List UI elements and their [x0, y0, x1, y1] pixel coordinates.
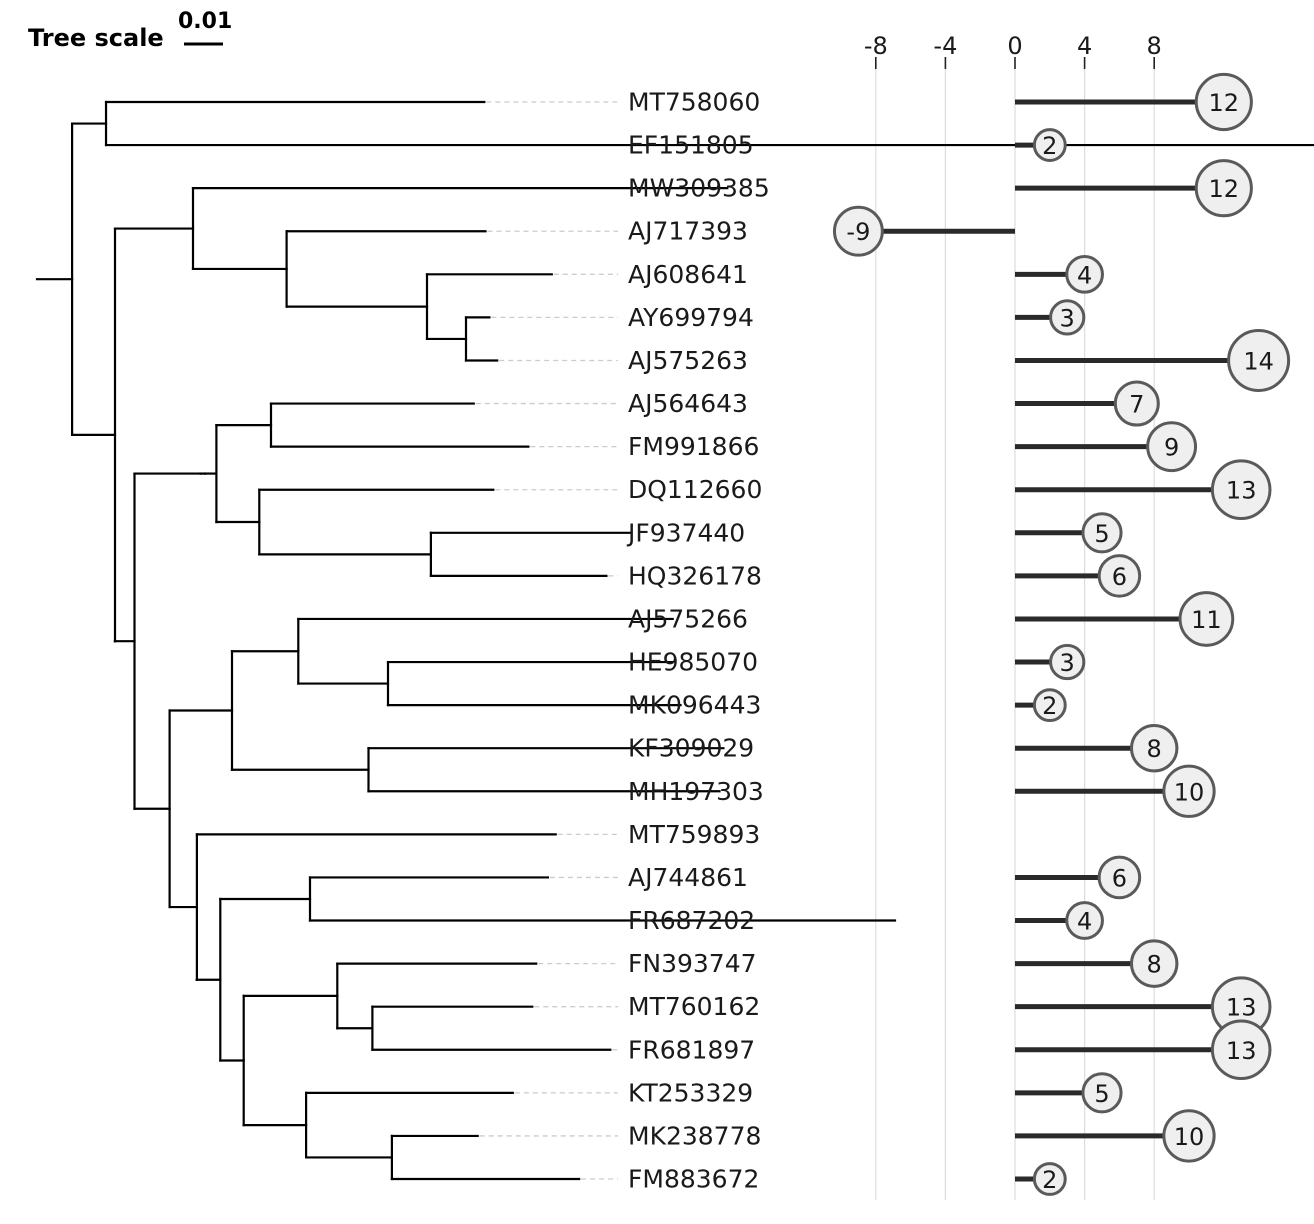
leaf-label: AJ608641 [628, 260, 748, 289]
leaf-label: MT760162 [628, 992, 760, 1021]
value-label: 13 [1226, 1037, 1257, 1065]
leaf-label: FM883672 [628, 1165, 759, 1194]
leaf-label: MH197303 [628, 777, 764, 806]
value-label: 3 [1060, 649, 1075, 677]
lollipop-bubble [1129, 723, 1179, 773]
lollipop-bubble [1210, 1019, 1272, 1081]
value-label: 13 [1226, 994, 1257, 1022]
tree-scale-label: Tree scale [28, 24, 164, 52]
value-label: 2 [1042, 1166, 1057, 1194]
leaf-label: EF151805 [628, 131, 754, 160]
lollipop-bubble [1227, 328, 1291, 392]
value-label: 12 [1209, 89, 1240, 117]
value-label: 6 [1112, 563, 1127, 591]
leaf-label: AY699794 [628, 303, 754, 332]
leaf-label: KT253329 [628, 1078, 753, 1107]
value-label: 14 [1243, 347, 1274, 375]
value-label: 4 [1077, 908, 1092, 936]
leaf-label: HE985070 [628, 648, 758, 677]
chart-axis: -8 -4 0 4 8 [864, 32, 1162, 69]
value-label: 5 [1094, 520, 1109, 548]
lollipop-bubble [1049, 643, 1086, 681]
lollipop-bubble [832, 205, 884, 257]
lollipop-bubble [1097, 855, 1142, 900]
value-label: -9 [846, 218, 870, 246]
tick-label: 0 [1007, 32, 1022, 60]
leaf-labels: MT758060 EF151805 MW309385 AJ717393 AJ608641… [626, 88, 770, 1194]
leaf-label: FR687202 [628, 906, 755, 935]
lollipop-bubble [1032, 128, 1067, 163]
value-label: 5 [1094, 1080, 1109, 1108]
leaf-label: HQ326178 [628, 561, 762, 590]
leaf-label: FM991866 [628, 432, 759, 461]
tick-label: 8 [1147, 32, 1162, 60]
tick-label: 4 [1077, 32, 1092, 60]
lollipop-bubble [1065, 254, 1104, 294]
value-label: 10 [1174, 778, 1205, 806]
lollipop-bubble [1081, 512, 1123, 554]
leaf-label: AJ717393 [628, 217, 748, 246]
value-label: 13 [1226, 477, 1257, 505]
value-label: 3 [1060, 304, 1075, 332]
value-label: 4 [1077, 261, 1092, 289]
tree-scale-legend: Tree scale 0.01 [28, 9, 232, 52]
lollipop-bubble [1194, 159, 1253, 218]
leaf-label: AJ575263 [628, 346, 748, 375]
value-label: 8 [1147, 951, 1162, 979]
leaf-label: MK096443 [628, 691, 761, 720]
leaf-label: MK238778 [628, 1121, 761, 1150]
value-label: 6 [1112, 864, 1127, 892]
lollipop-bubble [1129, 939, 1179, 988]
value-label: 9 [1164, 434, 1179, 462]
lollipop-bubble [1081, 1072, 1123, 1114]
leaf-label: AJ575266 [628, 604, 748, 633]
leaf-label: AJ564643 [628, 389, 748, 418]
leaf-label: FN393747 [628, 949, 757, 978]
lollipop-bubble [1065, 901, 1104, 940]
value-label: 12 [1209, 175, 1240, 203]
leaf-label: AJ744861 [628, 863, 748, 892]
lollipop-bubble [1032, 1162, 1067, 1196]
leaf-label: JF937440 [626, 518, 745, 547]
lollipop-bubble [1113, 380, 1160, 427]
tick-label: -4 [933, 32, 957, 60]
value-label: 2 [1042, 692, 1057, 720]
lollipop-bubble [1097, 554, 1142, 598]
lollipop-bubble [1194, 72, 1253, 132]
value-label: 2 [1042, 132, 1057, 160]
lollipop-bubble [1146, 421, 1198, 473]
tick-label: -8 [864, 32, 888, 60]
lollipop-bubble [1049, 299, 1086, 336]
tree-branches [35, 100, 1314, 1181]
chart-grid [875, 68, 1155, 1200]
lollipop-bubble [1032, 688, 1067, 723]
value-label: 11 [1191, 606, 1222, 634]
lollipop-bubble [1162, 1109, 1216, 1163]
value-label: 10 [1174, 1123, 1205, 1151]
lollipop-bubble [1162, 764, 1216, 818]
lollipop-bubble [1210, 459, 1272, 521]
leaf-label: FR681897 [628, 1035, 755, 1064]
lollipop-bubble [1178, 591, 1235, 647]
tree-scale-value: 0.01 [178, 9, 232, 34]
leaf-label: MT758060 [628, 88, 760, 117]
leaf-label: DQ112660 [628, 475, 762, 504]
leaf-label: KF309029 [628, 734, 754, 763]
value-label: 8 [1147, 735, 1162, 763]
leader-lines [475, 101, 618, 1180]
leaf-label: MW309385 [628, 174, 770, 203]
leaf-label: MT759893 [628, 820, 760, 849]
value-label: 7 [1129, 391, 1144, 419]
